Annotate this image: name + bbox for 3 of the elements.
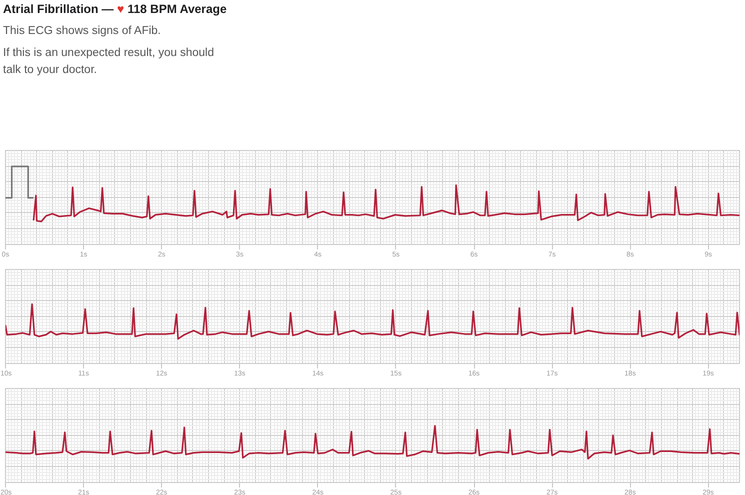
chart-subtitle: This ECG shows signs of AFib. — [3, 25, 162, 37]
chart-title: Atrial Fibrillation — ♥ 118 BPM Average — [3, 2, 228, 16]
text: If this is an unexpected result, you should talk to your doctor. — [3, 46, 215, 78]
